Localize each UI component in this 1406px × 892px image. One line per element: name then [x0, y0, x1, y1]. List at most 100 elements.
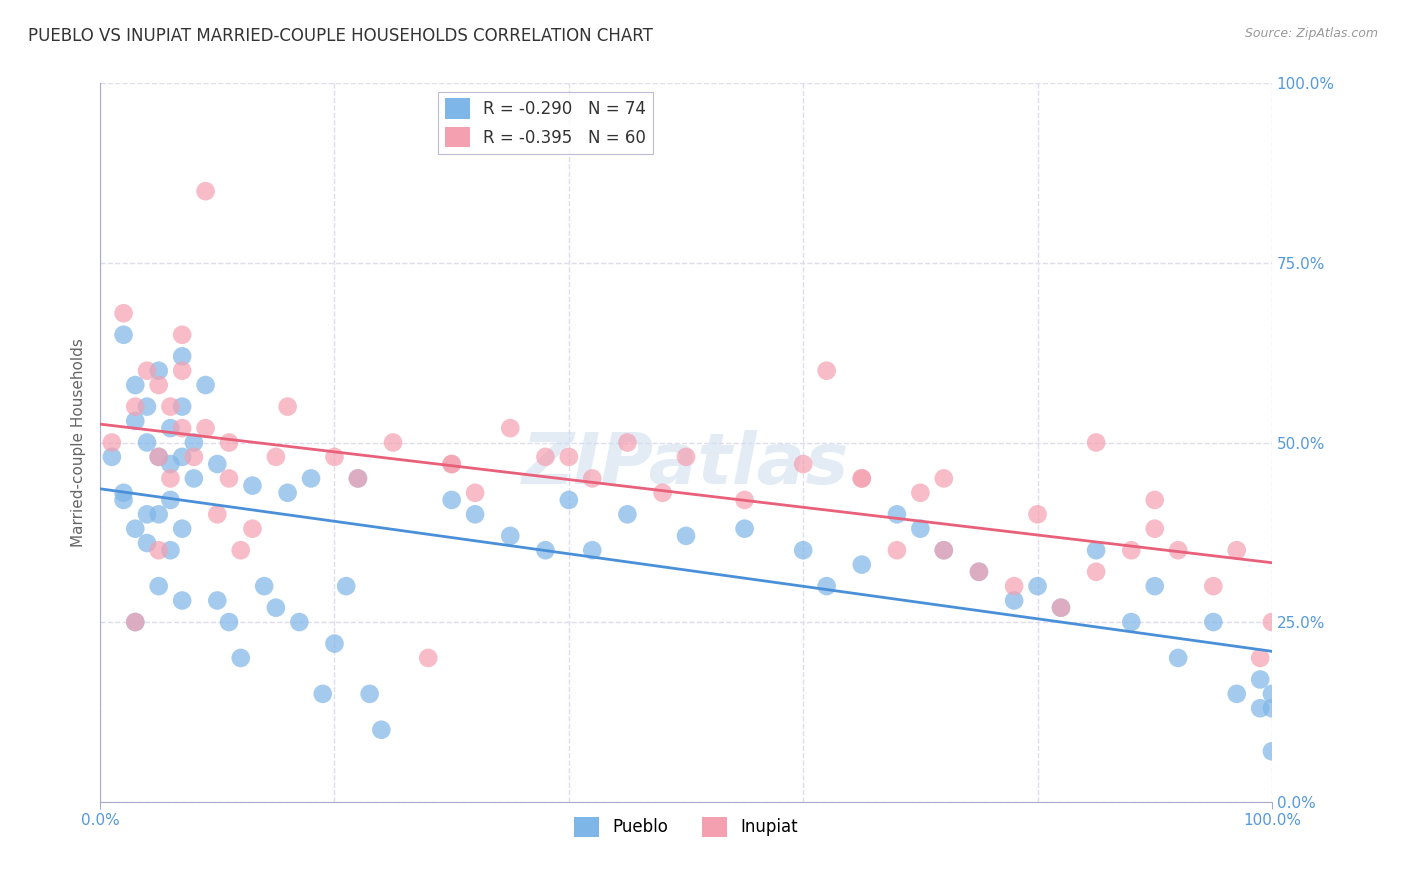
Point [1121, 543, 1143, 558]
Point [1249, 701, 1271, 715]
Point [148, 378, 170, 392]
Point [172, 421, 194, 435]
Point [124, 615, 146, 629]
Point [148, 450, 170, 464]
Point [112, 485, 135, 500]
Point [616, 508, 638, 522]
Point [1202, 579, 1225, 593]
Point [1249, 651, 1271, 665]
Point [347, 471, 370, 485]
Point [112, 492, 135, 507]
Text: PUEBLO VS INUPIAT MARRIED-COUPLE HOUSEHOLDS CORRELATION CHART: PUEBLO VS INUPIAT MARRIED-COUPLE HOUSEHO… [28, 27, 652, 45]
Point [101, 435, 124, 450]
Point [159, 543, 181, 558]
Point [851, 471, 873, 485]
Point [194, 421, 217, 435]
Point [967, 565, 990, 579]
Point [675, 450, 697, 464]
Point [207, 508, 229, 522]
Point [112, 327, 135, 342]
Point [207, 593, 229, 607]
Point [851, 471, 873, 485]
Point [499, 421, 522, 435]
Point [323, 637, 346, 651]
Point [675, 529, 697, 543]
Point [886, 508, 908, 522]
Point [172, 400, 194, 414]
Point [734, 522, 756, 536]
Point [1261, 744, 1284, 758]
Point [229, 651, 252, 665]
Point [1085, 435, 1108, 450]
Point [1026, 579, 1049, 593]
Point [1226, 543, 1249, 558]
Point [734, 492, 756, 507]
Point [124, 522, 146, 536]
Point [1261, 615, 1284, 629]
Point [172, 364, 194, 378]
Point [277, 400, 299, 414]
Point [148, 579, 170, 593]
Point [229, 543, 252, 558]
Point [172, 593, 194, 607]
Point [218, 471, 240, 485]
Point [183, 435, 205, 450]
Point [101, 450, 124, 464]
Point [183, 471, 205, 485]
Point [932, 543, 955, 558]
Point [136, 508, 159, 522]
Point [932, 471, 955, 485]
Point [299, 471, 322, 485]
Point [112, 306, 135, 320]
Point [194, 378, 217, 392]
Point [218, 615, 240, 629]
Point [194, 184, 217, 198]
Point [1002, 579, 1025, 593]
Point [558, 450, 581, 464]
Point [440, 492, 463, 507]
Legend: Pueblo, Inupiat: Pueblo, Inupiat [568, 810, 804, 844]
Point [159, 492, 181, 507]
Point [616, 435, 638, 450]
Point [815, 364, 838, 378]
Text: Source: ZipAtlas.com: Source: ZipAtlas.com [1244, 27, 1378, 40]
Point [464, 485, 486, 500]
Y-axis label: Married-couple Households: Married-couple Households [72, 338, 86, 547]
Point [370, 723, 392, 737]
Point [581, 543, 603, 558]
Point [851, 558, 873, 572]
Point [159, 421, 181, 435]
Point [124, 400, 146, 414]
Point [1261, 701, 1284, 715]
Point [148, 543, 170, 558]
Point [148, 508, 170, 522]
Point [1249, 673, 1271, 687]
Point [499, 529, 522, 543]
Point [148, 450, 170, 464]
Point [264, 450, 287, 464]
Point [1202, 615, 1225, 629]
Point [1121, 615, 1143, 629]
Point [910, 522, 932, 536]
Point [581, 471, 603, 485]
Point [534, 450, 557, 464]
Point [124, 615, 146, 629]
Point [1085, 543, 1108, 558]
Point [159, 400, 181, 414]
Point [359, 687, 381, 701]
Point [967, 565, 990, 579]
Point [1026, 508, 1049, 522]
Point [1143, 492, 1166, 507]
Point [242, 478, 264, 492]
Point [1085, 565, 1108, 579]
Point [1143, 522, 1166, 536]
Point [312, 687, 335, 701]
Point [440, 457, 463, 471]
Point [288, 615, 311, 629]
Point [159, 457, 181, 471]
Point [1050, 600, 1073, 615]
Point [1050, 600, 1073, 615]
Point [136, 400, 159, 414]
Point [207, 457, 229, 471]
Point [1143, 579, 1166, 593]
